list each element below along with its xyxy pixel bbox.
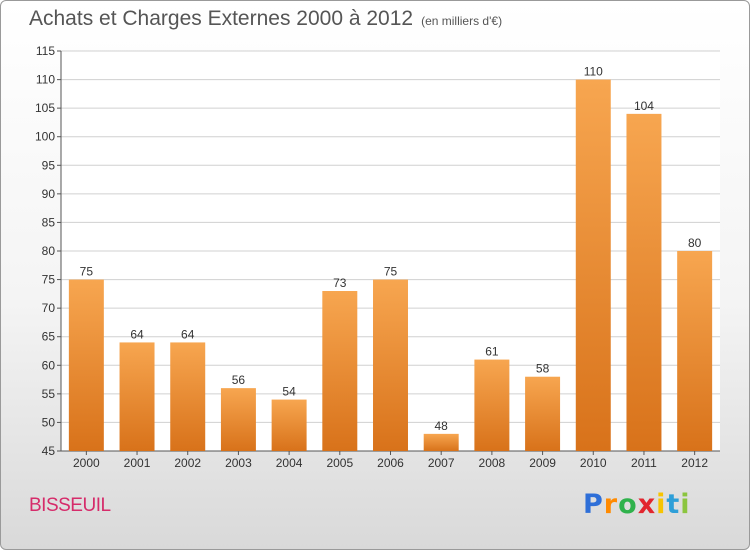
bar-2009 xyxy=(525,376,561,451)
y-tick-label: 100 xyxy=(35,130,55,144)
x-tick-label-2004: 2004 xyxy=(276,456,303,470)
x-tick-label-2012: 2012 xyxy=(681,456,708,470)
y-tick-label: 55 xyxy=(42,387,56,401)
data-label-2007: 48 xyxy=(435,419,449,433)
data-label-2012: 80 xyxy=(688,236,702,250)
chart-title-text: Achats et Charges Externes 2000 à 2012 xyxy=(29,7,414,30)
bar-2005 xyxy=(322,291,358,451)
bar-2006 xyxy=(373,279,408,451)
x-tick-label-2005: 2005 xyxy=(326,456,353,470)
x-tick-label-2006: 2006 xyxy=(377,456,404,470)
bar-2011 xyxy=(626,113,662,451)
x-tick-label-2001: 2001 xyxy=(124,456,151,470)
y-tick-label: 95 xyxy=(42,158,56,172)
data-label-2011: 104 xyxy=(634,99,654,113)
bar-2008 xyxy=(474,359,510,451)
data-label-2004: 54 xyxy=(282,385,296,399)
bar-2007 xyxy=(423,433,459,451)
y-tick-label: 90 xyxy=(42,187,56,201)
x-tick-label-2003: 2003 xyxy=(225,456,252,470)
proxiti-logo: Proxiti xyxy=(583,489,691,520)
y-tick-label: 65 xyxy=(42,330,56,344)
y-tick-label: 70 xyxy=(42,301,56,315)
x-tick-label-2009: 2009 xyxy=(529,456,556,470)
data-label-2002: 64 xyxy=(181,327,195,341)
x-tick-label-2000: 2000 xyxy=(73,456,100,470)
y-tick-label: 105 xyxy=(35,101,55,115)
y-tick-label: 110 xyxy=(36,73,55,87)
data-label-2010: 110 xyxy=(584,65,603,79)
data-label-2003: 56 xyxy=(232,373,246,387)
data-label-2005: 73 xyxy=(333,276,347,290)
data-label-2000: 75 xyxy=(80,265,94,279)
bar-2012 xyxy=(677,251,713,451)
bar-2003 xyxy=(220,388,256,451)
chart-unit: (en milliers d'€) xyxy=(421,14,503,28)
x-tick-label-2002: 2002 xyxy=(174,456,201,470)
y-tick-label: 50 xyxy=(42,415,56,429)
chart-title: Achats et Charges Externes 2000 à 2012 (e… xyxy=(29,7,502,31)
y-tick-label: 80 xyxy=(42,244,56,258)
data-label-2009: 58 xyxy=(536,362,550,376)
data-label-2001: 64 xyxy=(130,327,144,341)
labels: 45 50 55 60 65 70 75 80 85 90 95 100 105 110 115 75 2000… xyxy=(35,44,708,470)
bar-2004 xyxy=(271,399,307,451)
bar-2001 xyxy=(119,342,155,451)
data-label-2006: 75 xyxy=(384,265,398,279)
x-tick-label-2007: 2007 xyxy=(428,456,455,470)
y-tick-label: 45 xyxy=(42,444,56,458)
y-tick-label: 60 xyxy=(42,358,56,372)
x-tick-label-2010: 2010 xyxy=(580,456,607,470)
x-tick-label-2011: 2011 xyxy=(631,456,657,470)
bar-2002 xyxy=(170,342,206,451)
city-name: BISSEUIL xyxy=(29,495,111,516)
bars xyxy=(68,79,713,452)
data-label-2008: 61 xyxy=(485,345,499,359)
y-tick-label: 75 xyxy=(42,273,56,287)
bar-2010 xyxy=(575,79,611,452)
y-tick-label: 115 xyxy=(36,44,55,58)
y-tick-label: 85 xyxy=(42,215,56,229)
bar-2000 xyxy=(68,279,104,451)
x-tick-label-2008: 2008 xyxy=(479,456,506,470)
